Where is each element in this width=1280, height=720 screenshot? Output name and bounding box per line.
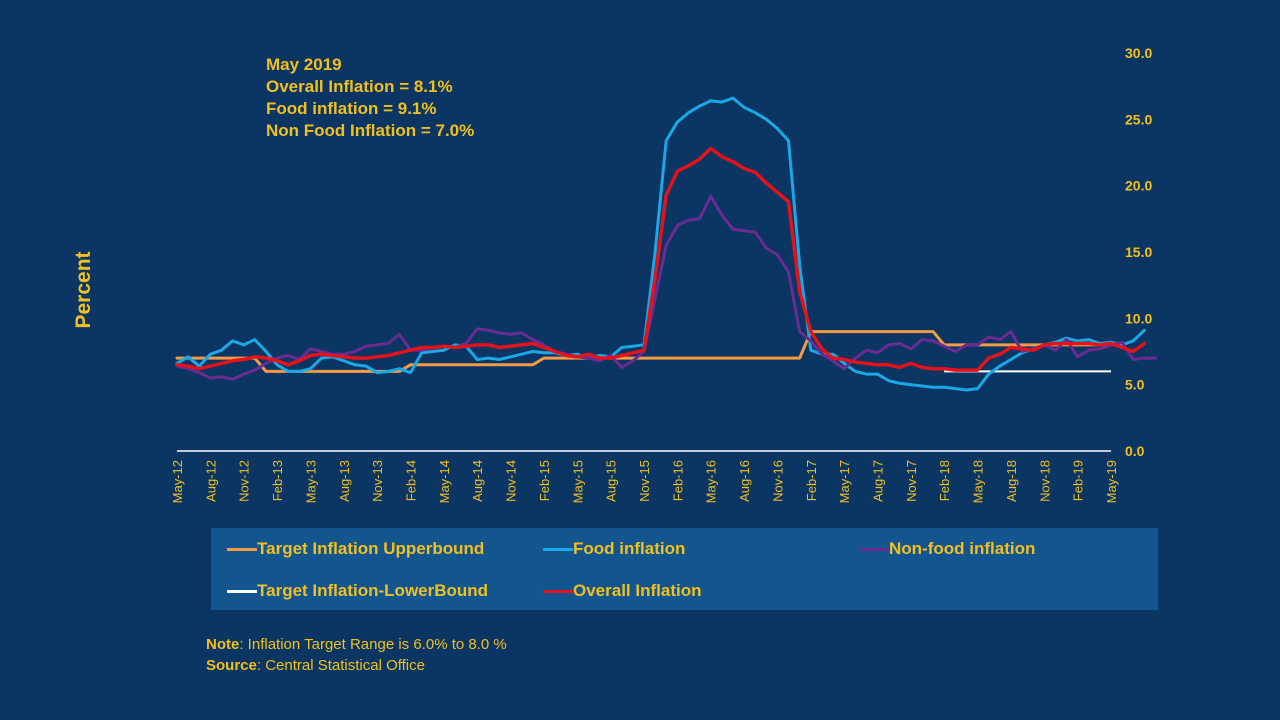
- legend-label: Overall Inflation: [573, 581, 702, 600]
- x-tick-label: Feb-13: [270, 460, 285, 501]
- x-tick-label: Nov-16: [770, 460, 785, 502]
- annotation-line: Food inflation = 9.1%: [266, 99, 437, 118]
- x-tick-label: Nov-13: [370, 460, 385, 502]
- x-tick-label: May-19: [1104, 460, 1119, 503]
- source-text: : Central Statistical Office: [256, 657, 425, 674]
- y-tick-label: 20.0: [1125, 178, 1152, 194]
- legend-item-nonfood: Non-food inflation: [859, 539, 1035, 559]
- note-text: : Inflation Target Range is 6.0% to 8.0 …: [239, 636, 507, 653]
- note-label: Note: [206, 636, 240, 653]
- x-tick-label: Nov-17: [904, 460, 919, 502]
- legend-label: Food inflation: [573, 539, 686, 558]
- chart-annotation: May 2019 Overall Inflation = 8.1% Food i…: [266, 54, 474, 142]
- series-line-food-inflation: [175, 96, 1146, 392]
- legend-label: Non-food inflation: [889, 539, 1036, 558]
- x-tick-label: Feb-18: [937, 460, 952, 501]
- y-tick-label: 0.0: [1125, 443, 1145, 459]
- x-tick-label: Aug-16: [737, 460, 752, 502]
- y-tick-label: 10.0: [1125, 310, 1152, 326]
- annotation-line: Non Food Inflation = 7.0%: [266, 121, 475, 140]
- footnotes: Note: Inflation Target Range is 6.0% to …: [206, 634, 507, 676]
- legend-item-overall: Overall Inflation: [543, 581, 701, 601]
- legend-swatch: [227, 547, 257, 551]
- x-tick-label: Aug-15: [604, 460, 619, 502]
- x-tick-label: Nov-12: [237, 460, 252, 502]
- annotation-line: Overall Inflation = 8.1%: [266, 77, 453, 96]
- legend-swatch: [543, 589, 573, 593]
- y-axis-label: Percent: [72, 251, 95, 329]
- legend-swatch: [543, 547, 573, 551]
- x-tick-label: Feb-15: [537, 460, 552, 501]
- legend-swatch: [859, 547, 889, 551]
- source-label: Source: [206, 657, 257, 674]
- series-line-target-upperbound: [175, 330, 1113, 373]
- note-line: Note: Inflation Target Range is 6.0% to …: [206, 634, 507, 655]
- x-tick-label: May-18: [971, 460, 986, 503]
- x-tick-label: Feb-17: [804, 460, 819, 501]
- series-line-nonfood-inflation: [175, 194, 1157, 381]
- y-tick-label: 15.0: [1125, 244, 1152, 260]
- legend-swatch: [227, 589, 257, 593]
- x-tick-label: Nov-15: [637, 460, 652, 502]
- legend-label: Target Inflation Upperbound: [257, 539, 485, 558]
- x-tick-label: Feb-14: [404, 460, 419, 501]
- x-tick-label: Nov-18: [1037, 460, 1052, 502]
- x-tick-label: Aug-17: [871, 460, 886, 502]
- x-tick-label: Aug-18: [1004, 460, 1019, 502]
- x-tick-label: May-13: [303, 460, 318, 503]
- legend-label: Target Inflation-LowerBound: [257, 581, 489, 600]
- y-tick-label: 30.0: [1125, 45, 1152, 61]
- x-tick-label: Feb-16: [670, 460, 685, 501]
- x-tick-label: May-12: [170, 460, 185, 503]
- x-tick-label: May-14: [437, 460, 452, 503]
- x-tick-label: Aug-12: [203, 460, 218, 502]
- legend-item-lowerbound: Target Inflation-LowerBound: [227, 581, 488, 601]
- x-tick-label: May-15: [570, 460, 585, 503]
- legend-item-upperbound: Target Inflation Upperbound: [227, 539, 484, 559]
- series-line-overall-inflation: [175, 146, 1147, 372]
- annotation-line: May 2019: [266, 55, 342, 74]
- x-tick-label: Feb-19: [1071, 460, 1086, 501]
- x-tick-label: May-16: [704, 460, 719, 503]
- x-tick-label: Nov-14: [504, 460, 519, 502]
- legend: Target Inflation Upperbound Food inflati…: [211, 528, 1158, 610]
- y-tick-label: 5.0: [1125, 377, 1145, 393]
- x-tick-label: May-17: [837, 460, 852, 503]
- x-tick-label: Aug-13: [337, 460, 352, 502]
- source-line: Source: Central Statistical Office: [206, 655, 507, 676]
- x-tick-label: Aug-14: [470, 460, 485, 502]
- y-tick-label: 25.0: [1125, 111, 1152, 127]
- legend-item-food: Food inflation: [543, 539, 685, 559]
